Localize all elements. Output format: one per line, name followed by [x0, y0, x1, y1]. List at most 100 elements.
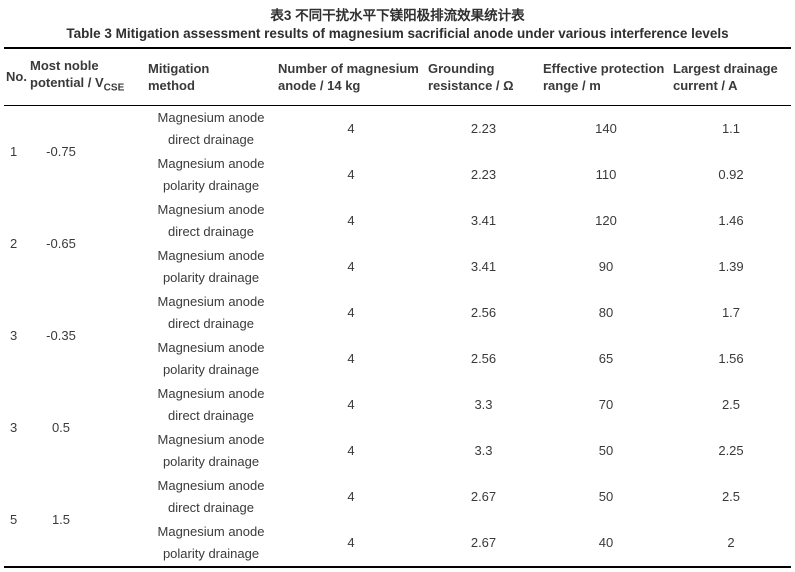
cell-range: 110: [595, 166, 617, 182]
cell-current: 1.7: [721, 304, 741, 320]
method-value: Magnesium anode direct drainage: [157, 477, 265, 515]
table-row: 5 1.5 Magnesium anode direct drainage 4 …: [4, 474, 791, 527]
method-value: Magnesium anode direct drainage: [157, 109, 265, 147]
col-header-anode-number: Number of magnesium anode / 14 kg: [276, 48, 426, 106]
header-row: No. Most noble potential / VCSE Mitigati…: [4, 48, 791, 106]
cell-resistance: 2.56: [470, 304, 497, 320]
cell-resistance: 3.3: [474, 396, 493, 412]
col-header-potential: Most noble potential / VCSE: [28, 48, 146, 106]
table-row: 2 -0.65 Magnesium anode direct drainage …: [4, 198, 791, 251]
cell-current: 1.1: [721, 120, 741, 136]
cell-anode-count: 4: [347, 396, 355, 412]
table-row: 1 -0.75 Magnesium anode direct drainage …: [4, 105, 791, 159]
method-value: Magnesium anode polarity drainage: [157, 247, 265, 285]
cell-no: 5: [10, 511, 18, 527]
cell-anode-count: 4: [347, 258, 355, 274]
potential-value: -0.75: [46, 143, 76, 159]
method-value: Magnesium anode polarity drainage: [157, 431, 265, 469]
potential-value: 1.5: [51, 511, 71, 527]
cell-range: 40: [598, 534, 614, 550]
col-header-potential-subscript: CSE: [103, 82, 125, 94]
cell-anode-count: 4: [347, 488, 355, 504]
cell-anode-count: 4: [347, 120, 355, 136]
cell-current: 1.56: [718, 350, 744, 366]
col-header-drainage-current-label: Largest drainage current / A: [673, 60, 778, 93]
cell-current: 1.39: [718, 258, 744, 274]
col-header-potential-label: Most noble potential / V: [30, 57, 104, 90]
cell-method: Magnesium anode polarity drainage: [146, 244, 276, 290]
method-value: Magnesium anode direct drainage: [157, 385, 265, 423]
cell-current: 1.46: [718, 212, 744, 228]
cell-potential: -0.75: [28, 105, 146, 198]
method-value: Magnesium anode polarity drainage: [157, 339, 265, 377]
cell-range: 65: [598, 350, 614, 366]
cell-current: 0.92: [718, 166, 744, 182]
table-row: 3 0.5 Magnesium anode direct drainage 4 …: [4, 382, 791, 435]
col-header-grounding-resistance: Grounding resistance / Ω: [426, 48, 541, 106]
cell-current: 2: [727, 534, 735, 550]
cell-current: 2.25: [718, 442, 744, 458]
cell-range: 90: [598, 258, 614, 274]
cell-resistance: 3.41: [470, 212, 497, 228]
cell-resistance: 3.3: [474, 442, 493, 458]
cell-potential: 1.5: [28, 474, 146, 567]
cell-anode-count: 4: [347, 350, 355, 366]
results-table: No. Most noble potential / VCSE Mitigati…: [4, 47, 791, 568]
method-value: Magnesium anode direct drainage: [157, 293, 265, 331]
cell-method: Magnesium anode direct drainage: [146, 382, 276, 428]
cell-range: 50: [598, 488, 614, 504]
col-header-no: No.: [4, 48, 28, 106]
table-row: Magnesium anode polarity drainage 4 2.67…: [4, 520, 791, 567]
cell-current: 2.5: [721, 488, 741, 504]
cell-resistance: 2.56: [470, 350, 497, 366]
cell-method: Magnesium anode polarity drainage: [146, 428, 276, 474]
potential-value: -0.65: [46, 235, 76, 251]
cell-method: Magnesium anode direct drainage: [146, 290, 276, 336]
cell-potential: -0.35: [28, 290, 146, 382]
col-header-mitigation-method-label: Mitigation method: [148, 60, 210, 93]
cell-resistance: 2.23: [470, 166, 497, 182]
col-header-mitigation-method: Mitigation method: [146, 48, 276, 106]
method-value: Magnesium anode polarity drainage: [157, 155, 265, 193]
cell-range: 140: [595, 120, 617, 136]
cell-range: 50: [598, 442, 614, 458]
cell-resistance: 2.23: [470, 120, 497, 136]
cell-current: 2.5: [721, 396, 741, 412]
cell-anode-count: 4: [347, 212, 355, 228]
col-header-anode-number-label: Number of magnesium anode / 14 kg: [278, 60, 419, 93]
cell-range: 120: [595, 212, 617, 228]
table-row: Magnesium anode polarity drainage 4 3.3 …: [4, 428, 791, 474]
col-header-grounding-resistance-label: Grounding resistance / Ω: [428, 60, 514, 93]
cell-no: 3: [10, 419, 18, 435]
table-row: Magnesium anode polarity drainage 4 2.56…: [4, 336, 791, 382]
table-row: 3 -0.35 Magnesium anode direct drainage …: [4, 290, 791, 343]
cell-no: 3: [10, 327, 18, 343]
cell-anode-count: 4: [347, 166, 355, 182]
table-caption-en: Table 3 Mitigation assessment results of…: [66, 26, 729, 41]
table-row: Magnesium anode polarity drainage 4 3.41…: [4, 244, 791, 290]
cell-resistance: 3.41: [470, 258, 497, 274]
cell-resistance: 2.67: [470, 534, 497, 550]
col-header-protection-range-label: Effective protection range / m: [543, 60, 665, 93]
cell-method: Magnesium anode polarity drainage: [146, 336, 276, 382]
cell-method: Magnesium anode direct drainage: [146, 198, 276, 244]
cell-no: 1: [10, 143, 18, 159]
cell-method: Magnesium anode polarity drainage: [146, 152, 276, 198]
cell-range: 80: [598, 304, 614, 320]
cell-anode-count: 4: [347, 442, 355, 458]
potential-value: 0.5: [51, 419, 71, 435]
cell-method: Magnesium anode direct drainage: [146, 474, 276, 520]
cell-anode-count: 4: [347, 304, 355, 320]
cell-method: Magnesium anode polarity drainage: [146, 520, 276, 567]
method-value: Magnesium anode direct drainage: [157, 201, 265, 239]
col-header-protection-range: Effective protection range / m: [541, 48, 671, 106]
potential-value: -0.35: [46, 327, 76, 343]
cell-anode-count: 4: [347, 534, 355, 550]
cell-potential: 0.5: [28, 382, 146, 474]
cell-resistance: 2.67: [470, 488, 497, 504]
col-header-drainage-current: Largest drainage current / A: [671, 48, 791, 106]
cell-method: Magnesium anode direct drainage: [146, 105, 276, 152]
table-caption-zh: 表3 不同干扰水平下镁阳极排流效果统计表: [270, 8, 525, 23]
table-row: Magnesium anode polarity drainage 4 2.23…: [4, 152, 791, 198]
